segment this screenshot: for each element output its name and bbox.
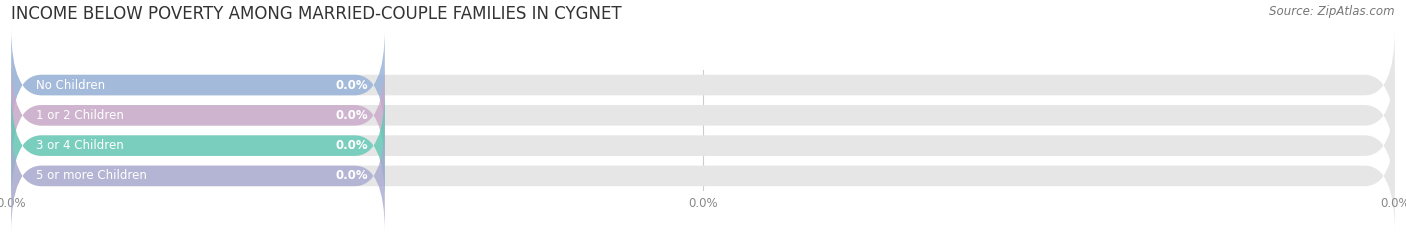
Text: 5 or more Children: 5 or more Children xyxy=(37,169,148,182)
FancyBboxPatch shape xyxy=(11,29,1395,141)
FancyBboxPatch shape xyxy=(11,120,385,232)
FancyBboxPatch shape xyxy=(11,89,1395,202)
FancyBboxPatch shape xyxy=(11,29,385,141)
FancyBboxPatch shape xyxy=(11,59,385,172)
Text: 0.0%: 0.0% xyxy=(336,169,368,182)
FancyBboxPatch shape xyxy=(11,59,1395,172)
FancyBboxPatch shape xyxy=(11,120,1395,232)
Text: No Children: No Children xyxy=(37,79,105,92)
Text: 0.0%: 0.0% xyxy=(336,139,368,152)
FancyBboxPatch shape xyxy=(11,89,385,202)
Text: 1 or 2 Children: 1 or 2 Children xyxy=(37,109,124,122)
Text: 0.0%: 0.0% xyxy=(336,109,368,122)
Text: Source: ZipAtlas.com: Source: ZipAtlas.com xyxy=(1270,5,1395,18)
Text: 0.0%: 0.0% xyxy=(336,79,368,92)
Text: INCOME BELOW POVERTY AMONG MARRIED-COUPLE FAMILIES IN CYGNET: INCOME BELOW POVERTY AMONG MARRIED-COUPL… xyxy=(11,5,621,23)
Text: 3 or 4 Children: 3 or 4 Children xyxy=(37,139,124,152)
